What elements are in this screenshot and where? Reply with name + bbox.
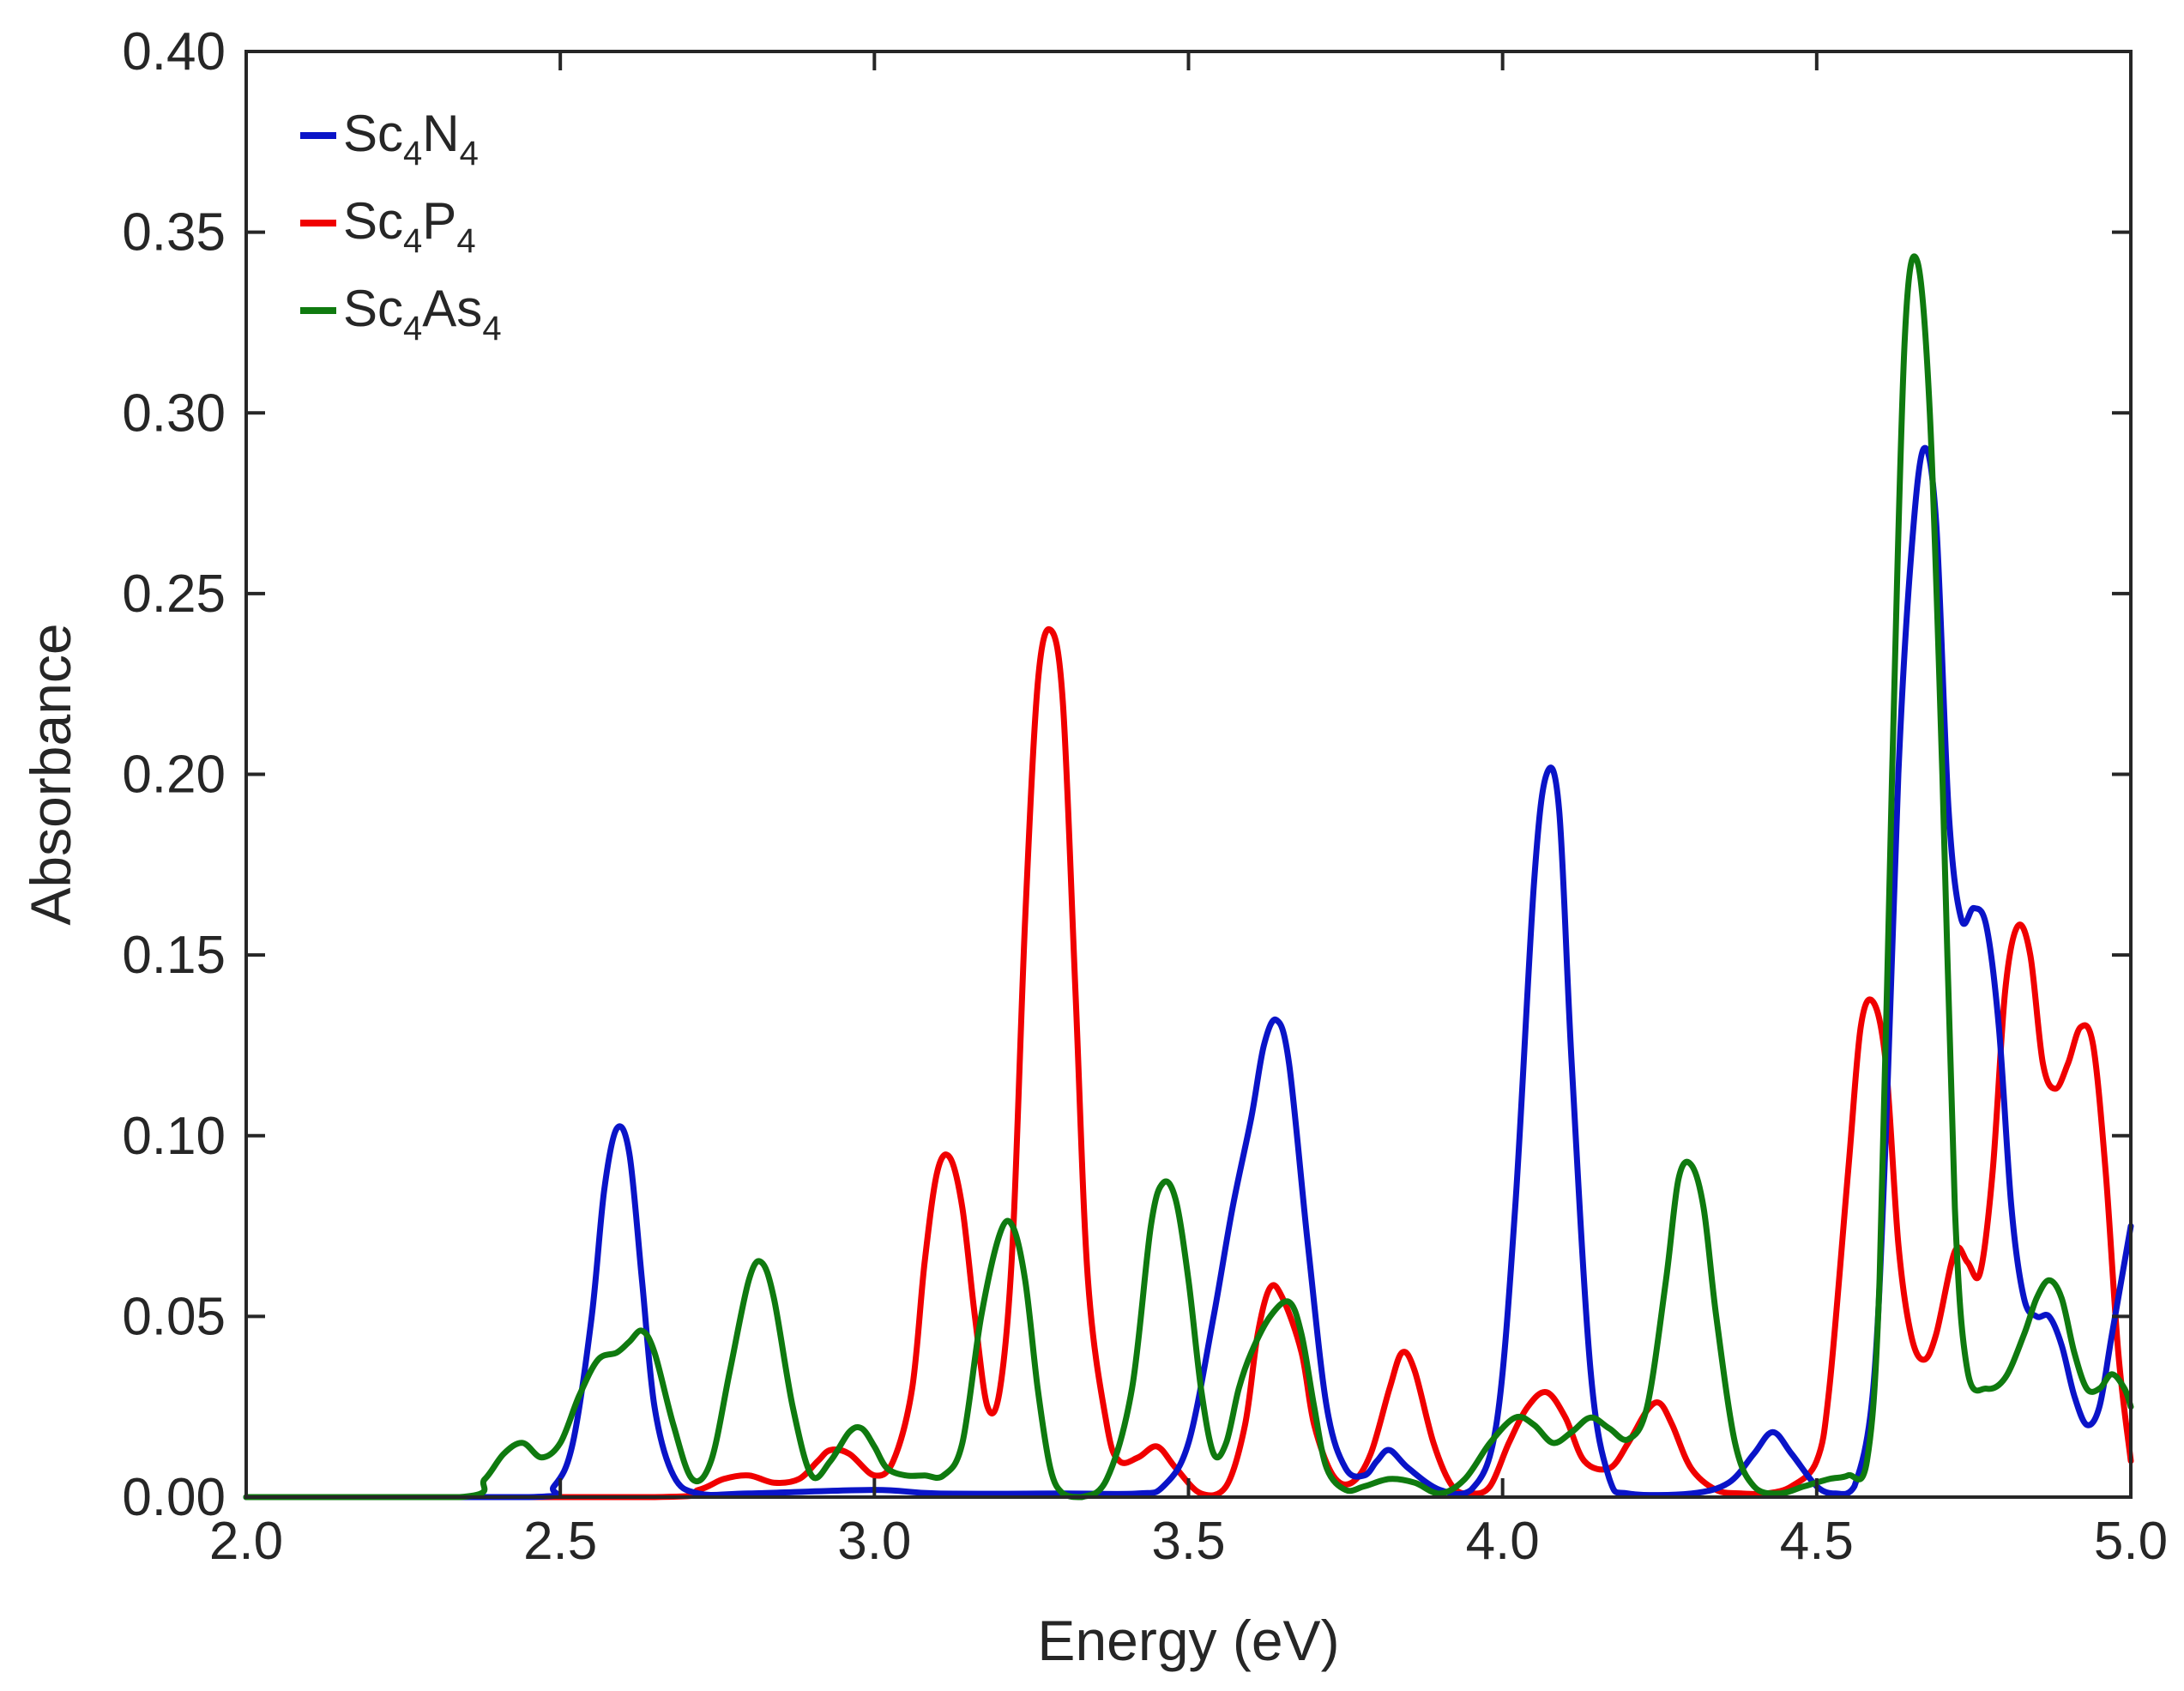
- legend-text-part: Sc: [343, 280, 403, 337]
- x-tick-label: 2.0: [209, 1512, 283, 1571]
- y-tick-label: 0.40: [122, 22, 226, 82]
- legend-label: Sc4P4: [343, 192, 476, 260]
- y-tick-label: 0.05: [122, 1287, 226, 1346]
- y-tick-label: 0.00: [122, 1468, 226, 1527]
- legend-text-part: N: [422, 105, 459, 162]
- series-line-sc4as4: [243, 253, 2134, 1501]
- legend-text-part: P: [422, 192, 456, 250]
- legend-label: Sc4N4: [343, 105, 479, 172]
- legend-subscript: 4: [403, 310, 422, 347]
- x-tick-label: 3.0: [837, 1512, 911, 1571]
- series-line-sc4p4: [243, 625, 2134, 1501]
- legend-text-part: Sc: [343, 192, 403, 250]
- x-tick-label: 4.5: [1780, 1512, 1854, 1571]
- y-axis-title: Absorbance: [19, 623, 82, 925]
- plot-area: [243, 253, 2134, 1501]
- legend-text-part: As: [422, 280, 482, 337]
- axis-ticks: 2.0 2.5 3.0 3.5 4.0 4.5 5.0 0.00 0.05 0.10 0.15 0.2…: [122, 22, 2168, 1571]
- y-tick-label: 0.15: [122, 926, 226, 985]
- y-tick-label: 0.30: [122, 383, 226, 443]
- legend-subscript: 4: [460, 135, 479, 172]
- x-tick-label: 5.0: [2094, 1512, 2168, 1571]
- x-tick-label: 4.0: [1466, 1512, 1540, 1571]
- legend-subscript: 4: [403, 222, 422, 260]
- x-tick-label: 2.5: [523, 1512, 597, 1571]
- series-line-sc4n4: [243, 444, 2134, 1501]
- x-tick-label: 3.5: [1151, 1512, 1225, 1571]
- legend-text-part: Sc: [343, 105, 403, 162]
- y-tick-label: 0.10: [122, 1107, 226, 1166]
- legend-subscript: 4: [482, 310, 501, 347]
- y-tick-label: 0.35: [122, 203, 226, 263]
- x-axis-title: Energy (eV): [1037, 1609, 1339, 1672]
- y-tick-label: 0.25: [122, 565, 226, 624]
- legend-subscript: 4: [403, 135, 422, 172]
- legend-subscript: 4: [456, 222, 475, 260]
- legend-label: Sc4As4: [343, 280, 502, 347]
- y-tick-label: 0.20: [122, 746, 226, 805]
